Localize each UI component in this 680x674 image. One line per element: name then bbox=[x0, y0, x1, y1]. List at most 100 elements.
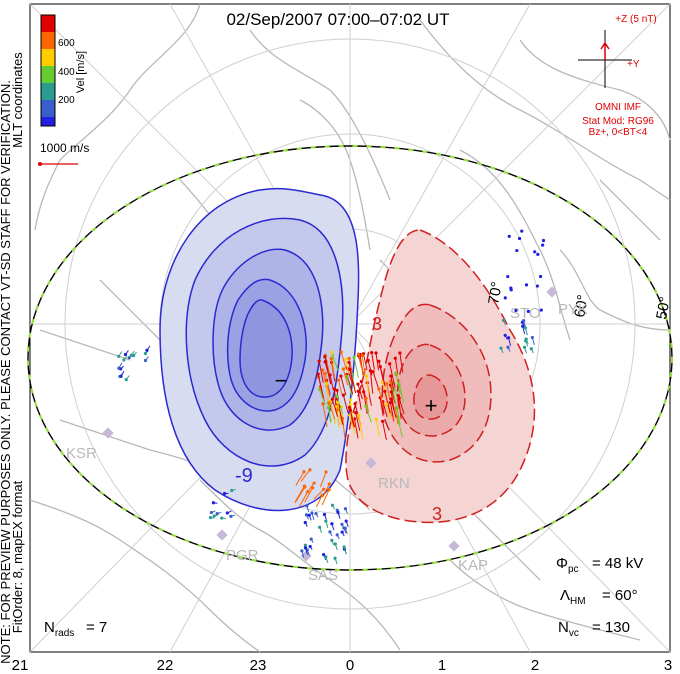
velocity-vector bbox=[397, 395, 402, 420]
velocity-vector-origin bbox=[398, 351, 402, 355]
velocity-vector-origin bbox=[335, 388, 339, 392]
velocity-vector-origin bbox=[393, 356, 397, 360]
velocity-vector-origin bbox=[330, 503, 335, 507]
velocity-vector-origin bbox=[209, 510, 213, 515]
positive-cell-symbol: + bbox=[425, 393, 438, 418]
velocity-vector bbox=[390, 384, 396, 404]
plot-title: 02/Sep/2007 07:00–07:02 UT bbox=[226, 10, 449, 29]
velocity-vector-origin bbox=[352, 355, 356, 359]
station-marker-pgr bbox=[216, 529, 228, 541]
velocity-vector-origin bbox=[322, 552, 326, 557]
imf-condition: Bz+, 0<BT<4 bbox=[589, 127, 648, 138]
velocity-vector bbox=[399, 352, 404, 373]
velocity-vector-origin bbox=[343, 526, 347, 530]
stations: KSR PGR SAS RKN KAP PYK STO bbox=[66, 286, 588, 584]
velocity-vector bbox=[357, 391, 362, 410]
velocity-vector-origin bbox=[347, 405, 352, 409]
velocity-vector-origin bbox=[374, 417, 378, 421]
velocity-vector-origin bbox=[117, 354, 121, 358]
velocity-vector-origin bbox=[342, 545, 346, 549]
vector-scale-origin bbox=[38, 162, 42, 166]
velocity-vector bbox=[318, 361, 324, 383]
velocity-vector bbox=[333, 388, 337, 413]
velocity-vector-origin bbox=[334, 405, 339, 409]
velocity-vector-origin bbox=[348, 413, 352, 418]
velocity-vector bbox=[348, 358, 353, 373]
colorbar-segment-3 bbox=[41, 66, 55, 83]
velocity-vector-origin bbox=[323, 371, 327, 375]
contour-label-positive: 3 bbox=[372, 314, 382, 334]
velocity-vector bbox=[365, 405, 372, 423]
velocity-vector bbox=[294, 485, 305, 503]
negative-cell bbox=[159, 187, 360, 512]
stats: Φpc = 48 kV ΛHM = 60° Nvc = 130 Nrads = … bbox=[44, 555, 643, 639]
velocity-vector bbox=[336, 395, 344, 414]
mlt-label-2: 2 bbox=[531, 657, 539, 674]
velocity-vector bbox=[319, 389, 326, 406]
velocity-vector-origin bbox=[360, 354, 364, 358]
velocity-vector-origin bbox=[524, 339, 528, 343]
velocity-vector-origin bbox=[388, 400, 392, 405]
velocity-vector-origin bbox=[336, 378, 341, 382]
velocity-vector bbox=[294, 486, 306, 504]
velocity-vector bbox=[375, 419, 380, 437]
velocity-vector-origin bbox=[335, 394, 339, 398]
velocity-vector bbox=[379, 397, 384, 417]
velocity-vector-origin bbox=[366, 358, 370, 362]
velocity-vector-origin bbox=[123, 352, 128, 357]
lambda-hm-value: = 60° bbox=[602, 587, 638, 604]
velocity-vector-origin bbox=[303, 546, 308, 550]
velocity-vector bbox=[362, 353, 368, 370]
positive-cell bbox=[345, 229, 536, 524]
velocity-vector-origin bbox=[522, 319, 526, 323]
mlt-label-21: 21 bbox=[12, 657, 29, 674]
velocity-vector-origin bbox=[131, 354, 136, 358]
velocity-vector bbox=[394, 358, 399, 374]
velocity-vector-origin bbox=[515, 248, 519, 253]
velocity-vector bbox=[358, 353, 364, 376]
velocity-vector-origin bbox=[324, 382, 329, 386]
velocity-vector-origin bbox=[303, 543, 307, 547]
imf-y-label: +Y bbox=[627, 59, 640, 70]
fit-order-label: FitOrder: 8, mapEX format bbox=[10, 480, 25, 633]
mlt-axis: 21 22 23 0 1 2 3 bbox=[12, 657, 673, 674]
velocity-vector bbox=[331, 399, 339, 417]
nvc-value: = 130 bbox=[592, 619, 630, 636]
velocity-vector bbox=[298, 491, 309, 508]
velocity-vector bbox=[300, 469, 311, 482]
colorbar-segment-1 bbox=[41, 32, 55, 49]
mlt-label-23: 23 bbox=[250, 657, 267, 674]
velocity-vector bbox=[382, 421, 387, 440]
velocity-vector-origin bbox=[380, 419, 385, 423]
velocity-vector-origin bbox=[347, 356, 351, 360]
colorbar-label: Vel [m/s] bbox=[75, 51, 87, 93]
velocity-vector-origin bbox=[333, 542, 337, 546]
lambda-hm-label: ΛHM bbox=[560, 587, 586, 607]
phi-pc-label: Φpc bbox=[556, 555, 579, 575]
velocity-vector-origin bbox=[395, 406, 399, 410]
velocity-vector bbox=[395, 408, 399, 425]
mlt-label-3: 3 bbox=[664, 657, 672, 674]
velocity-vector-origin bbox=[145, 348, 149, 352]
velocity-vector-origin bbox=[127, 356, 131, 360]
velocity-vector-origin bbox=[371, 370, 375, 374]
velocity-vector bbox=[367, 360, 373, 376]
velocity-vector bbox=[398, 397, 405, 414]
velocity-vector bbox=[342, 418, 346, 440]
velocity-vector-origin bbox=[396, 393, 400, 398]
velocity-vector-origin bbox=[322, 487, 326, 491]
negative-cell-symbol: − bbox=[275, 368, 288, 393]
velocity-vectors bbox=[117, 229, 546, 565]
velocity-vector-origin bbox=[536, 252, 540, 256]
velocity-vector-origin bbox=[308, 468, 312, 472]
velocity-vector-origin bbox=[341, 393, 346, 397]
velocity-vector bbox=[396, 416, 403, 438]
velocity-vector-origin bbox=[322, 512, 327, 517]
velocity-vector bbox=[329, 374, 334, 391]
velocity-vector bbox=[348, 362, 353, 379]
colorbar-segment-0 bbox=[41, 15, 55, 32]
velocity-vector bbox=[396, 407, 401, 426]
velocity-vector-origin bbox=[509, 288, 513, 292]
velocity-vector bbox=[331, 355, 339, 371]
velocity-vector-origin bbox=[374, 351, 378, 355]
